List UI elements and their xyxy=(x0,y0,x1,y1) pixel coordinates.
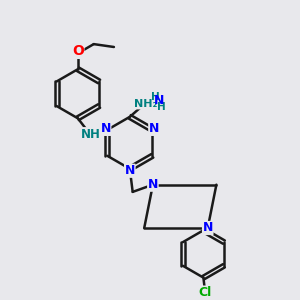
Text: H: H xyxy=(157,102,166,112)
Text: N: N xyxy=(124,164,135,177)
Text: N: N xyxy=(149,122,159,135)
Text: N: N xyxy=(202,221,213,235)
Text: NH₂: NH₂ xyxy=(134,99,158,109)
Text: NH: NH xyxy=(81,128,101,141)
Text: N: N xyxy=(148,178,158,191)
Text: O: O xyxy=(72,44,84,58)
Text: N: N xyxy=(100,122,111,135)
Text: N: N xyxy=(154,94,164,107)
Text: H: H xyxy=(152,92,160,102)
Text: Cl: Cl xyxy=(198,286,212,299)
